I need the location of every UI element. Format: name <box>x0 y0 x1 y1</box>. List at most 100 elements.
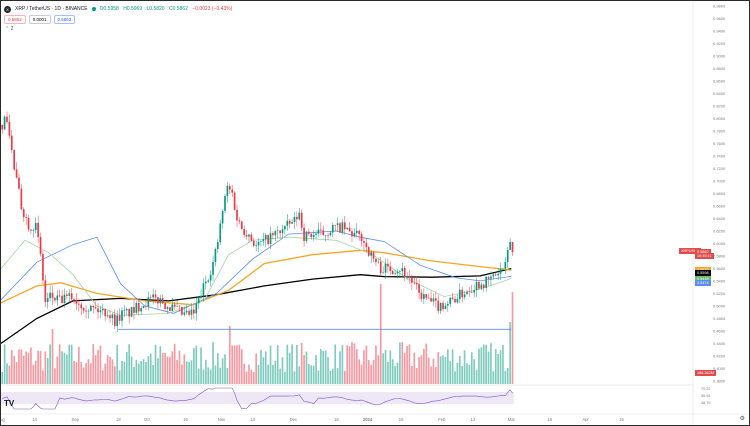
volume-bar <box>171 351 174 384</box>
candle-body <box>42 254 44 281</box>
volume-bar <box>463 350 466 384</box>
volume-bar <box>125 352 128 384</box>
volume-bar <box>238 344 241 384</box>
candle-body <box>466 291 468 295</box>
candle-body <box>243 228 246 235</box>
volume-bar <box>317 370 320 384</box>
volume-bar <box>264 351 267 384</box>
candle-body <box>73 299 75 300</box>
candle-body <box>121 310 123 321</box>
volume-bar <box>375 345 377 384</box>
volume-bar <box>403 353 406 384</box>
volume-bar <box>336 368 339 384</box>
volume-bar <box>42 370 44 384</box>
volume-bar <box>274 360 277 384</box>
candle-body <box>454 298 456 303</box>
candle-body <box>502 268 504 270</box>
volume-bar <box>169 356 171 384</box>
candle-body <box>236 209 238 221</box>
tradingview-logo[interactable]: TV <box>4 399 15 408</box>
volume-bar <box>399 342 401 384</box>
candle-body <box>470 291 473 293</box>
volume-bar <box>32 364 35 384</box>
candle-body <box>468 291 471 293</box>
volume-bar <box>137 363 140 384</box>
candle-body <box>240 221 243 229</box>
candle-body <box>425 294 428 298</box>
volume-bar <box>339 351 341 384</box>
candle-body <box>78 303 80 305</box>
candle-body <box>219 223 222 243</box>
volume-bar <box>367 360 370 384</box>
volume-bar <box>34 360 37 384</box>
gear-icon[interactable]: ⚙ <box>739 416 745 422</box>
volume-bar <box>37 350 39 384</box>
candle-body <box>63 294 66 303</box>
time-tick-label: 13 <box>250 417 255 422</box>
volume-bar <box>99 345 102 384</box>
candle-body <box>300 212 303 228</box>
candle-body <box>372 252 375 259</box>
volume-bar <box>252 371 255 384</box>
moving-average-line <box>1 230 512 314</box>
candle-body <box>310 233 313 237</box>
candle-body <box>444 305 447 310</box>
volume-bar <box>1 371 4 384</box>
candle-body <box>178 306 181 308</box>
candle-body <box>490 276 492 279</box>
candle-body <box>176 306 178 308</box>
candle-body <box>435 298 437 301</box>
moving-average-line <box>1 267 512 344</box>
candle-body <box>238 220 241 222</box>
symbol-title[interactable]: XRP / TetherUS · 1D · BINANCE <box>15 6 88 12</box>
volume-bar <box>492 371 495 384</box>
volume-bar <box>284 371 286 384</box>
volume-bar <box>408 344 411 384</box>
buy-button[interactable]: 0.5863 <box>53 15 76 24</box>
volume-bar <box>279 368 281 384</box>
candle-body <box>82 308 85 311</box>
volume-bar <box>478 348 480 384</box>
price-tick-label: 0.9600 <box>713 16 726 21</box>
time-tick-label: Dec <box>290 417 297 422</box>
volume-bar <box>262 357 265 384</box>
volume-bar <box>128 344 131 384</box>
candle-body <box>6 116 8 122</box>
volume-bar <box>415 367 418 384</box>
candle-body <box>257 241 260 246</box>
volume-bar <box>240 349 243 384</box>
volume-bar <box>68 344 71 384</box>
candle-body <box>1 124 4 130</box>
volume-bar <box>212 342 214 384</box>
volume-bar <box>331 368 334 384</box>
xrp-logo-icon: X <box>4 5 11 13</box>
volume-bar <box>341 345 344 384</box>
volume-bar <box>490 343 492 384</box>
volume-bar <box>149 353 152 384</box>
volume-bar <box>291 344 293 384</box>
volume-bar <box>480 347 483 384</box>
volume-bar <box>15 362 18 384</box>
candle-body <box>494 274 497 276</box>
indicators-collapse-button[interactable]: ⌃ 2 <box>5 26 14 32</box>
volume-bar <box>511 292 514 384</box>
price-tick-label: 0.9400 <box>713 29 726 34</box>
volume-bar <box>320 348 322 384</box>
candle-body <box>104 308 107 317</box>
volume-bar <box>276 345 279 384</box>
volume-bar <box>97 350 99 384</box>
volume-bar <box>296 344 298 384</box>
candle-body <box>322 230 325 236</box>
volume-bar <box>370 364 372 384</box>
moving-average-line <box>1 249 512 306</box>
volume-bar <box>73 360 75 384</box>
candle-body <box>365 242 368 248</box>
volume-bar <box>219 367 222 384</box>
candle-body <box>320 229 322 231</box>
volume-bar <box>152 365 154 384</box>
volume-bar <box>216 353 219 384</box>
time-tick-label: 16 <box>183 417 188 422</box>
sell-button[interactable]: 0.5862 <box>4 15 26 24</box>
candle-body <box>161 298 164 304</box>
